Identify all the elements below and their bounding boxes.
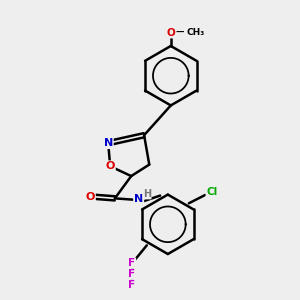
Text: O: O (85, 192, 95, 202)
Text: CH₃: CH₃ (186, 28, 205, 37)
Text: H: H (143, 189, 151, 199)
Text: N: N (134, 194, 143, 204)
Text: N: N (103, 138, 113, 148)
Text: F: F (128, 269, 136, 279)
Text: O: O (167, 28, 175, 38)
Text: F: F (128, 258, 136, 268)
Text: O: O (106, 161, 115, 171)
Text: —: — (175, 28, 184, 37)
Text: F: F (128, 280, 136, 290)
Text: Cl: Cl (206, 187, 218, 197)
